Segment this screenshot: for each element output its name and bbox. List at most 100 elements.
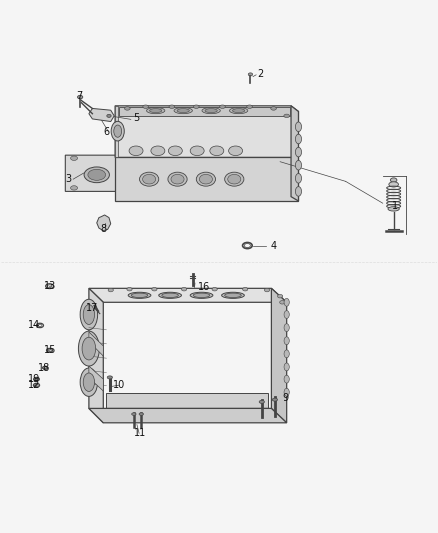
- Ellipse shape: [190, 292, 213, 298]
- Ellipse shape: [124, 107, 130, 110]
- Text: 9: 9: [283, 393, 289, 403]
- Text: 13: 13: [43, 281, 56, 291]
- Text: 2: 2: [258, 69, 264, 78]
- Polygon shape: [115, 157, 298, 201]
- Ellipse shape: [295, 187, 301, 196]
- Polygon shape: [89, 366, 103, 391]
- Ellipse shape: [114, 125, 122, 138]
- Polygon shape: [65, 155, 246, 191]
- Ellipse shape: [284, 337, 289, 345]
- Ellipse shape: [202, 108, 220, 114]
- Ellipse shape: [108, 288, 113, 292]
- Ellipse shape: [78, 95, 83, 99]
- Ellipse shape: [284, 114, 290, 118]
- Polygon shape: [89, 408, 287, 423]
- Ellipse shape: [259, 400, 265, 403]
- Ellipse shape: [219, 105, 225, 108]
- Ellipse shape: [190, 146, 204, 156]
- Text: 14: 14: [28, 320, 40, 330]
- Polygon shape: [97, 215, 111, 231]
- Text: 4: 4: [271, 240, 277, 251]
- Ellipse shape: [229, 146, 243, 156]
- Ellipse shape: [152, 167, 177, 183]
- Ellipse shape: [237, 179, 244, 183]
- Ellipse shape: [295, 160, 301, 170]
- Ellipse shape: [295, 134, 301, 144]
- Ellipse shape: [162, 293, 178, 297]
- Ellipse shape: [177, 109, 189, 112]
- Ellipse shape: [272, 398, 278, 401]
- Ellipse shape: [265, 288, 270, 292]
- Ellipse shape: [107, 115, 111, 117]
- Ellipse shape: [131, 293, 148, 297]
- Ellipse shape: [194, 105, 199, 108]
- Ellipse shape: [295, 147, 301, 157]
- Ellipse shape: [228, 174, 241, 184]
- Ellipse shape: [111, 122, 124, 141]
- Ellipse shape: [139, 413, 144, 415]
- Ellipse shape: [143, 105, 148, 108]
- Ellipse shape: [222, 292, 244, 298]
- Ellipse shape: [132, 413, 136, 415]
- Polygon shape: [115, 106, 118, 157]
- Text: 8: 8: [100, 224, 106, 235]
- Polygon shape: [89, 332, 103, 356]
- Text: 18: 18: [38, 363, 50, 373]
- Text: 11: 11: [134, 429, 146, 438]
- Ellipse shape: [280, 301, 285, 304]
- Ellipse shape: [140, 172, 159, 186]
- Ellipse shape: [174, 108, 192, 114]
- Ellipse shape: [212, 287, 217, 291]
- Ellipse shape: [83, 304, 95, 325]
- Ellipse shape: [127, 287, 132, 291]
- Ellipse shape: [71, 156, 78, 160]
- Polygon shape: [89, 108, 114, 122]
- Ellipse shape: [278, 294, 283, 298]
- Text: 7: 7: [76, 91, 82, 101]
- Ellipse shape: [169, 105, 175, 108]
- Ellipse shape: [80, 299, 98, 330]
- Ellipse shape: [284, 324, 289, 332]
- Ellipse shape: [88, 169, 106, 180]
- Ellipse shape: [390, 178, 397, 182]
- Ellipse shape: [150, 109, 162, 112]
- Ellipse shape: [159, 292, 181, 298]
- Ellipse shape: [129, 146, 143, 156]
- Ellipse shape: [193, 293, 210, 297]
- Ellipse shape: [247, 105, 252, 108]
- Ellipse shape: [205, 109, 217, 112]
- Ellipse shape: [171, 174, 184, 184]
- Ellipse shape: [295, 174, 301, 183]
- Ellipse shape: [284, 311, 289, 318]
- Text: 5: 5: [133, 113, 139, 123]
- Ellipse shape: [220, 156, 227, 160]
- Ellipse shape: [147, 108, 165, 114]
- Ellipse shape: [128, 292, 151, 298]
- Ellipse shape: [152, 287, 157, 291]
- Text: 1: 1: [392, 201, 398, 211]
- Text: 12: 12: [28, 380, 40, 390]
- Text: 15: 15: [43, 345, 56, 356]
- Ellipse shape: [180, 155, 187, 159]
- Polygon shape: [89, 288, 103, 423]
- Polygon shape: [291, 106, 298, 201]
- Ellipse shape: [199, 174, 212, 184]
- Ellipse shape: [271, 107, 276, 110]
- Ellipse shape: [191, 169, 208, 180]
- Ellipse shape: [122, 169, 140, 180]
- Ellipse shape: [284, 363, 289, 371]
- Ellipse shape: [84, 167, 110, 183]
- Ellipse shape: [225, 172, 244, 186]
- Ellipse shape: [80, 368, 98, 397]
- Ellipse shape: [196, 172, 215, 186]
- Ellipse shape: [156, 169, 174, 180]
- Ellipse shape: [181, 287, 187, 291]
- Ellipse shape: [389, 182, 399, 187]
- Text: 10: 10: [113, 380, 126, 390]
- Ellipse shape: [284, 298, 289, 306]
- Ellipse shape: [233, 109, 245, 112]
- Ellipse shape: [284, 389, 289, 396]
- Ellipse shape: [284, 350, 289, 358]
- Ellipse shape: [284, 375, 289, 383]
- Ellipse shape: [168, 172, 187, 186]
